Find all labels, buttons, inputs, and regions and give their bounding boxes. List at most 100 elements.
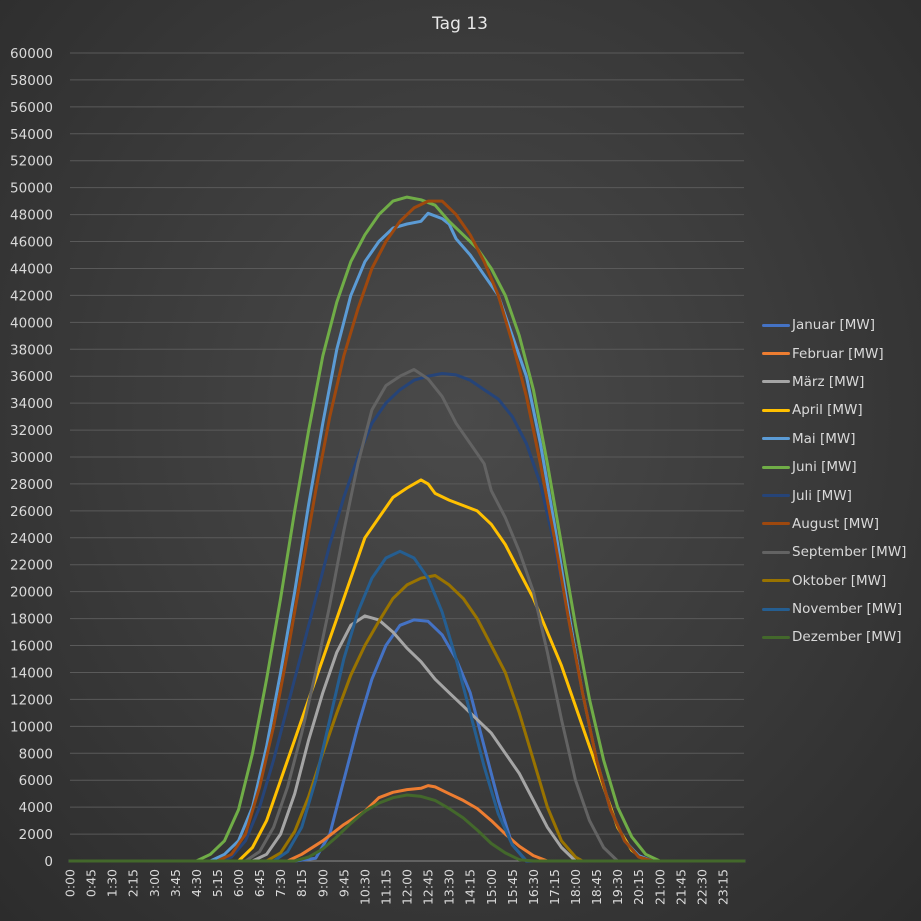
x-tick-label: 9:00 bbox=[315, 869, 330, 897]
x-tick-label: 3:45 bbox=[168, 869, 183, 897]
y-tick-label: 54000 bbox=[10, 127, 53, 143]
legend-swatch bbox=[762, 635, 790, 639]
legend-label: April [MW] bbox=[792, 402, 863, 419]
x-tick-label: 10:30 bbox=[357, 869, 372, 905]
legend-swatch bbox=[762, 323, 790, 327]
x-tick-label: 18:45 bbox=[589, 869, 604, 905]
x-tick-label: 19:30 bbox=[610, 869, 625, 905]
x-tick-label: 1:30 bbox=[105, 869, 120, 897]
y-tick-label: 46000 bbox=[10, 235, 53, 251]
x-tick-label: 13:30 bbox=[442, 869, 457, 905]
series-line-2 bbox=[68, 784, 746, 863]
x-tick-label: 9:45 bbox=[336, 869, 351, 897]
y-tick-label: 50000 bbox=[10, 181, 53, 197]
x-tick-label: 12:00 bbox=[400, 869, 415, 905]
legend-swatch bbox=[762, 437, 790, 441]
y-tick-label: 20000 bbox=[10, 585, 53, 601]
x-tick-label: 21:00 bbox=[652, 869, 667, 905]
gridlines bbox=[70, 52, 744, 862]
legend-label: Juli [MW] bbox=[792, 487, 852, 504]
x-tick-label: 18:00 bbox=[568, 869, 583, 905]
series-line-5 bbox=[68, 211, 746, 863]
y-tick-label: 42000 bbox=[10, 288, 53, 304]
y-tick-label: 14000 bbox=[10, 665, 53, 681]
x-tick-label: 4:30 bbox=[189, 869, 204, 897]
x-tick-label: 0:45 bbox=[84, 869, 99, 897]
y-tick-label: 6000 bbox=[19, 773, 53, 789]
x-tick-label: 2:15 bbox=[126, 869, 141, 897]
legend-swatch bbox=[762, 550, 790, 554]
series-line-9 bbox=[68, 368, 746, 863]
y-tick-label: 8000 bbox=[19, 746, 53, 762]
legend-swatch bbox=[762, 380, 790, 384]
x-tick-label: 11:15 bbox=[378, 869, 393, 905]
series-lines bbox=[68, 195, 746, 863]
y-tick-label: 16000 bbox=[10, 639, 53, 655]
x-axis-tick-labels: 0:00 0:45 1:30 2:15 3:00 3:45 4:30 5:15 6:00 6:45… bbox=[63, 869, 731, 905]
legend-item: März [MW] bbox=[762, 368, 906, 396]
legend-label: Mai [MW] bbox=[792, 430, 856, 447]
series-line-7 bbox=[68, 372, 746, 863]
x-tick-label: 5:15 bbox=[210, 869, 225, 897]
y-tick-label: 56000 bbox=[10, 100, 53, 116]
legend-item: Januar [MW] bbox=[762, 311, 906, 339]
series-line-6 bbox=[68, 195, 746, 863]
legend-item: Februar [MW] bbox=[762, 339, 906, 367]
legend-item: April [MW] bbox=[762, 396, 906, 424]
series-line-11 bbox=[68, 549, 746, 863]
x-tick-label: 6:00 bbox=[231, 869, 246, 897]
series-line-12 bbox=[68, 793, 746, 863]
y-tick-label: 18000 bbox=[10, 612, 53, 628]
legend-item: November [MW] bbox=[762, 595, 906, 623]
legend-label: November [MW] bbox=[792, 601, 903, 618]
x-tick-label: 17:15 bbox=[547, 869, 562, 905]
legend-swatch bbox=[762, 494, 790, 498]
legend-item: Juli [MW] bbox=[762, 481, 906, 509]
x-tick-label: 20:15 bbox=[631, 869, 646, 905]
legend-label: Januar [MW] bbox=[792, 317, 876, 334]
y-tick-label: 0 bbox=[44, 854, 53, 870]
x-tick-label: 3:00 bbox=[147, 869, 162, 897]
legend-item: August [MW] bbox=[762, 510, 906, 538]
x-tick-label: 6:45 bbox=[252, 869, 267, 897]
chart-title: Tag 13 bbox=[431, 14, 488, 34]
y-tick-label: 60000 bbox=[10, 46, 53, 62]
x-tick-label: 21:45 bbox=[673, 869, 688, 905]
x-tick-label: 7:30 bbox=[273, 869, 288, 897]
legend-label: September [MW] bbox=[792, 544, 907, 561]
x-tick-label: 0:00 bbox=[63, 869, 78, 897]
y-tick-label: 12000 bbox=[10, 692, 53, 708]
y-tick-label: 36000 bbox=[10, 369, 53, 385]
legend-item: Dezember [MW] bbox=[762, 623, 906, 651]
y-tick-label: 52000 bbox=[10, 154, 53, 170]
y-tick-label: 58000 bbox=[10, 73, 53, 89]
x-tick-label: 16:30 bbox=[526, 869, 541, 905]
series-line-3 bbox=[68, 614, 746, 863]
y-tick-label: 28000 bbox=[10, 477, 53, 493]
legend-label: Dezember [MW] bbox=[792, 629, 902, 646]
legend-item: Mai [MW] bbox=[762, 425, 906, 453]
y-tick-label: 4000 bbox=[19, 800, 53, 816]
y-axis-tick-labels: 0 2000 4000 6000 8000 10000 12000 14000 16000 180… bbox=[10, 46, 53, 870]
y-tick-label: 24000 bbox=[10, 531, 53, 547]
legend: Januar [MW] Februar [MW] März [MW] April [M… bbox=[762, 311, 906, 652]
legend-swatch bbox=[762, 408, 790, 412]
legend-item: Juni [MW] bbox=[762, 453, 906, 481]
x-tick-label: 15:00 bbox=[484, 869, 499, 905]
legend-swatch bbox=[762, 522, 790, 526]
legend-item: Oktober [MW] bbox=[762, 567, 906, 595]
y-tick-label: 26000 bbox=[10, 504, 53, 520]
x-tick-label: 8:15 bbox=[294, 869, 309, 897]
y-tick-label: 34000 bbox=[10, 396, 53, 412]
legend-label: Februar [MW] bbox=[792, 345, 884, 362]
legend-label: Oktober [MW] bbox=[792, 572, 887, 589]
y-tick-label: 48000 bbox=[10, 208, 53, 224]
legend-item: September [MW] bbox=[762, 538, 906, 566]
y-tick-label: 32000 bbox=[10, 423, 53, 439]
legend-swatch bbox=[762, 579, 790, 583]
legend-label: Juni [MW] bbox=[792, 459, 857, 476]
y-tick-label: 10000 bbox=[10, 719, 53, 735]
x-tick-label: 23:15 bbox=[715, 869, 730, 905]
